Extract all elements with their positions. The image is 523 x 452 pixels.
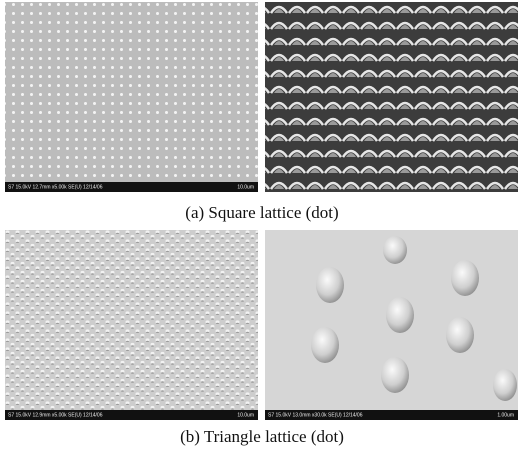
info-bar xyxy=(5,410,258,420)
caption: (a) Square lattice (dot) xyxy=(185,203,338,222)
caption: (b) Triangle lattice (dot) xyxy=(180,427,344,446)
dot-pattern xyxy=(5,2,258,182)
info-bar xyxy=(265,410,518,420)
sem-scale: 10.0um xyxy=(237,184,254,190)
sem-info: S7 15.0kV 12.7mm x5.00k SE(U) 12/14/06 xyxy=(8,184,103,190)
sem-scale: 1.00um xyxy=(497,412,514,418)
sem-info: S7 15.0kV 13.0mm x30.0k SE(U) 12/14/06 xyxy=(268,412,363,418)
sem-info: S7 15.0kV 12.9mm x5.00k SE(U) 12/14/06 xyxy=(8,412,103,418)
sem-scale: 10.0um xyxy=(237,412,254,418)
tri-pattern xyxy=(5,230,258,410)
info-bar xyxy=(5,182,258,192)
arch-pattern xyxy=(265,2,518,192)
pillars xyxy=(311,236,517,401)
